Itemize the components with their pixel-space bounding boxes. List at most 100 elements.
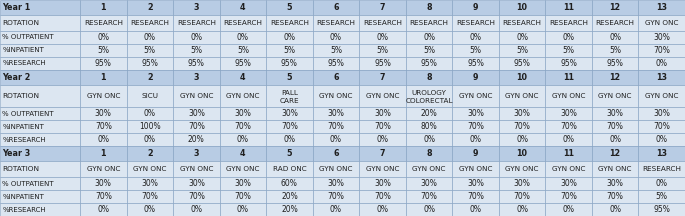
Bar — [312, 190, 359, 203]
Text: 95%: 95% — [653, 205, 670, 214]
Text: 5%: 5% — [516, 46, 528, 55]
Text: 0%: 0% — [190, 205, 202, 214]
Bar — [266, 120, 312, 133]
Bar — [127, 190, 173, 203]
Text: 5%: 5% — [97, 46, 110, 55]
Text: 95%: 95% — [95, 59, 112, 68]
Text: 80%: 80% — [421, 122, 438, 131]
Bar — [0, 70, 80, 85]
Bar — [638, 146, 685, 161]
Text: 2: 2 — [147, 149, 153, 158]
Bar — [220, 70, 266, 85]
Bar — [359, 44, 406, 57]
Text: 70%: 70% — [188, 192, 205, 201]
Text: 0%: 0% — [656, 59, 668, 68]
Text: 3: 3 — [194, 3, 199, 12]
Bar — [127, 70, 173, 85]
Text: GYN ONC: GYN ONC — [226, 166, 260, 172]
Text: 10: 10 — [516, 3, 527, 12]
Bar — [499, 161, 545, 177]
Text: 5: 5 — [287, 73, 292, 82]
Bar — [592, 57, 638, 70]
Text: 0%: 0% — [377, 205, 388, 214]
Text: 20%: 20% — [281, 192, 298, 201]
Bar — [266, 133, 312, 146]
Text: GYN ONC: GYN ONC — [552, 93, 586, 99]
Bar — [220, 107, 266, 120]
Bar — [638, 85, 685, 107]
Text: 70%: 70% — [607, 192, 623, 201]
Bar — [359, 107, 406, 120]
Text: 70%: 70% — [467, 122, 484, 131]
Bar — [80, 190, 127, 203]
Bar — [592, 0, 638, 15]
Text: 0%: 0% — [423, 205, 435, 214]
Bar — [452, 107, 499, 120]
Bar — [220, 31, 266, 44]
Bar — [127, 133, 173, 146]
Bar — [638, 44, 685, 57]
Bar — [452, 15, 499, 31]
Bar — [499, 15, 545, 31]
Bar — [452, 120, 499, 133]
Bar — [592, 133, 638, 146]
Bar — [127, 15, 173, 31]
Bar — [545, 107, 592, 120]
Bar — [80, 107, 127, 120]
Text: 5%: 5% — [190, 46, 202, 55]
Bar — [406, 107, 452, 120]
Text: 0%: 0% — [237, 205, 249, 214]
Bar — [173, 57, 220, 70]
Bar — [266, 70, 312, 85]
Text: 12: 12 — [610, 149, 621, 158]
Bar — [266, 203, 312, 216]
Bar — [592, 203, 638, 216]
Text: 20%: 20% — [281, 205, 298, 214]
Text: RESEARCH: RESEARCH — [410, 20, 449, 26]
Text: 30%: 30% — [188, 110, 205, 118]
Text: 30%: 30% — [467, 179, 484, 188]
Bar — [220, 203, 266, 216]
Text: 95%: 95% — [607, 59, 623, 68]
Bar — [173, 146, 220, 161]
Text: 4: 4 — [240, 73, 246, 82]
Text: 13: 13 — [656, 3, 667, 12]
Bar — [545, 203, 592, 216]
Text: 1: 1 — [101, 73, 106, 82]
Text: 30%: 30% — [281, 110, 298, 118]
Text: 10: 10 — [516, 149, 527, 158]
Text: 30%: 30% — [560, 179, 577, 188]
Text: %INPATIENT: %INPATIENT — [3, 124, 45, 130]
Bar — [0, 161, 80, 177]
Text: 0%: 0% — [516, 33, 528, 42]
Bar — [406, 177, 452, 190]
Bar — [312, 85, 359, 107]
Text: 1: 1 — [101, 3, 106, 12]
Text: 30%: 30% — [467, 110, 484, 118]
Text: 0%: 0% — [516, 205, 528, 214]
Bar — [406, 57, 452, 70]
Text: % OUTPATIENT: % OUTPATIENT — [3, 181, 54, 187]
Bar — [406, 31, 452, 44]
Text: 7: 7 — [379, 149, 385, 158]
Text: GYN ONC: GYN ONC — [645, 93, 678, 99]
Text: 0%: 0% — [470, 33, 482, 42]
Text: Year 1: Year 1 — [3, 3, 31, 12]
Text: 70%: 70% — [560, 192, 577, 201]
Bar — [545, 133, 592, 146]
Text: 70%: 70% — [421, 192, 438, 201]
Bar — [312, 70, 359, 85]
Bar — [406, 190, 452, 203]
Text: 4: 4 — [240, 3, 246, 12]
Bar — [406, 203, 452, 216]
Text: 12: 12 — [610, 3, 621, 12]
Bar — [638, 177, 685, 190]
Text: 3: 3 — [194, 149, 199, 158]
Bar — [127, 177, 173, 190]
Bar — [359, 120, 406, 133]
Text: 6: 6 — [333, 149, 338, 158]
Bar — [452, 0, 499, 15]
Text: 11: 11 — [563, 73, 574, 82]
Bar — [220, 190, 266, 203]
Bar — [0, 15, 80, 31]
